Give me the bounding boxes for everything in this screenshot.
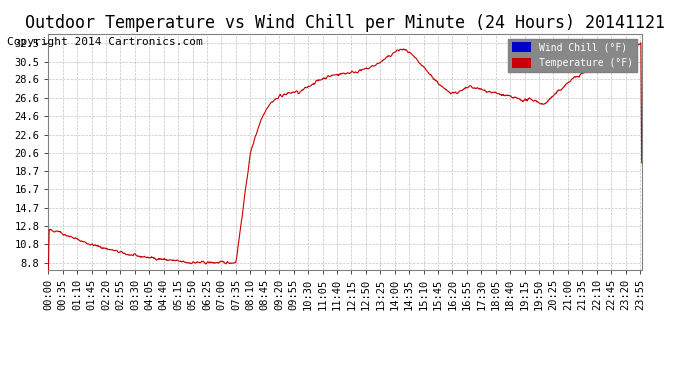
Title: Outdoor Temperature vs Wind Chill per Minute (24 Hours) 20141121: Outdoor Temperature vs Wind Chill per Mi… (25, 14, 665, 32)
Legend: Wind Chill (°F), Temperature (°F): Wind Chill (°F), Temperature (°F) (508, 39, 637, 72)
Text: Copyright 2014 Cartronics.com: Copyright 2014 Cartronics.com (7, 37, 203, 47)
